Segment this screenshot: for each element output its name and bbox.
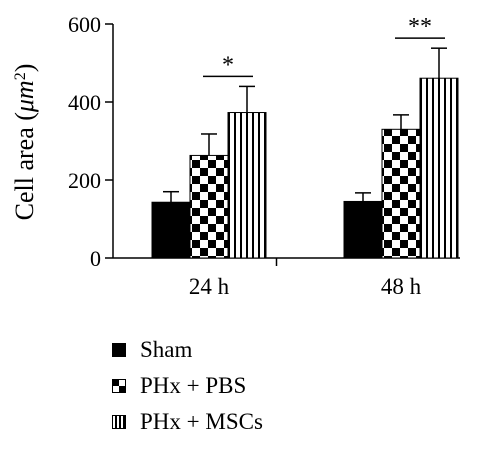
legend-item-phx-pbs: PHx + PBS <box>112 368 263 404</box>
significance-label: ** <box>408 14 432 40</box>
x-tick-label: 48 h <box>381 274 422 299</box>
bars <box>151 47 459 259</box>
bar-sham <box>343 200 383 259</box>
bar-phx-pbs <box>381 128 421 259</box>
y-tick-label: 400 <box>68 90 101 115</box>
x-tick-label: 24 h <box>189 274 230 299</box>
legend: Sham PHx + PBS PHx + MSCs <box>112 332 263 440</box>
legend-label: PHx + MSCs <box>140 409 263 434</box>
legend-swatch-vstripe <box>112 415 126 429</box>
bar-sham <box>151 201 191 259</box>
bar-phx-pbs <box>189 154 229 259</box>
bar-phx-mscs <box>419 77 459 259</box>
legend-label: PHx + PBS <box>140 373 247 398</box>
legend-swatch-checker <box>112 379 126 393</box>
bar-phx-mscs <box>227 112 267 259</box>
y-axis-label: Cell area (μm2) <box>10 64 39 221</box>
y-tick-label: 200 <box>68 168 101 193</box>
legend-swatch-solid <box>112 343 126 357</box>
significance-label: * <box>222 52 234 78</box>
legend-item-sham: Sham <box>112 332 263 368</box>
y-tick-label: 600 <box>68 12 101 37</box>
legend-item-phx-mscs: PHx + MSCs <box>112 404 263 440</box>
legend-label: Sham <box>140 337 193 362</box>
y-tick-label: 0 <box>90 246 101 271</box>
